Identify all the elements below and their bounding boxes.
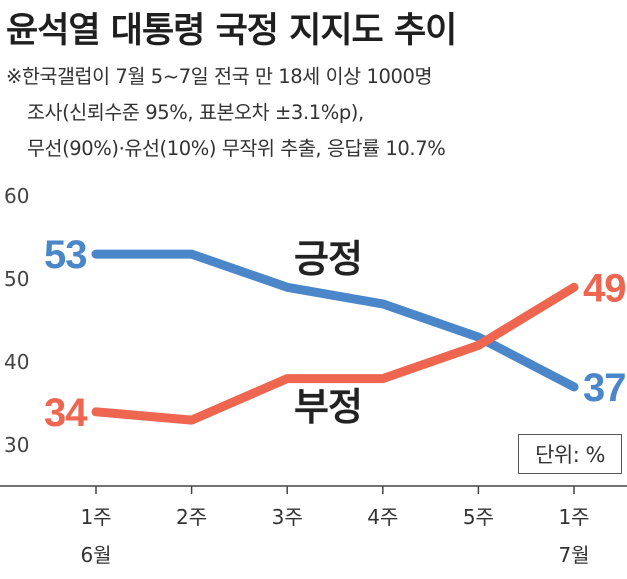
- series-name-label-positive: 긍정: [294, 237, 362, 281]
- series-line-positive: [91, 249, 579, 392]
- series-name-label-negative: 부정: [294, 385, 362, 429]
- end-value-label-negative: 49: [583, 266, 626, 310]
- x-tick-label-5: 1주: [558, 505, 589, 529]
- series-line-negative: [91, 282, 579, 425]
- survey-note-line-1: ※한국갤럽이 7월 5~7일 전국 만 18세 이상 1000명: [6, 65, 433, 88]
- y-tick-label-60: 60: [4, 184, 29, 208]
- x-tick-sublabel-0: 6월: [80, 543, 111, 567]
- survey-note-line-3: 무선(90%)·유선(10%) 무작위 추출, 응답률 10.7%: [27, 137, 446, 160]
- end-value-label-positive: 37: [583, 366, 626, 410]
- start-value-label-negative: 34: [44, 391, 88, 435]
- x-tick-label-1: 2주: [176, 505, 207, 529]
- chart-title: 윤석열 대통령 국정 지지도 추이: [6, 11, 457, 51]
- x-tick-label-4: 5주: [463, 505, 494, 529]
- y-tick-label-30: 30: [4, 433, 29, 457]
- survey-note-line-2: 조사(신뢰수준 95%, 표본오차 ±3.1%p),: [27, 101, 364, 124]
- x-tick-sublabel-5: 7월: [558, 543, 589, 567]
- y-tick-label-50: 50: [4, 267, 29, 291]
- x-tick-label-3: 4주: [367, 505, 398, 529]
- y-tick-label-40: 40: [4, 350, 29, 374]
- start-value-label-positive: 53: [44, 233, 87, 277]
- unit-label: 단위: %: [518, 434, 622, 474]
- x-tick-label-2: 3주: [272, 505, 303, 529]
- x-tick-label-0: 1주: [80, 505, 111, 529]
